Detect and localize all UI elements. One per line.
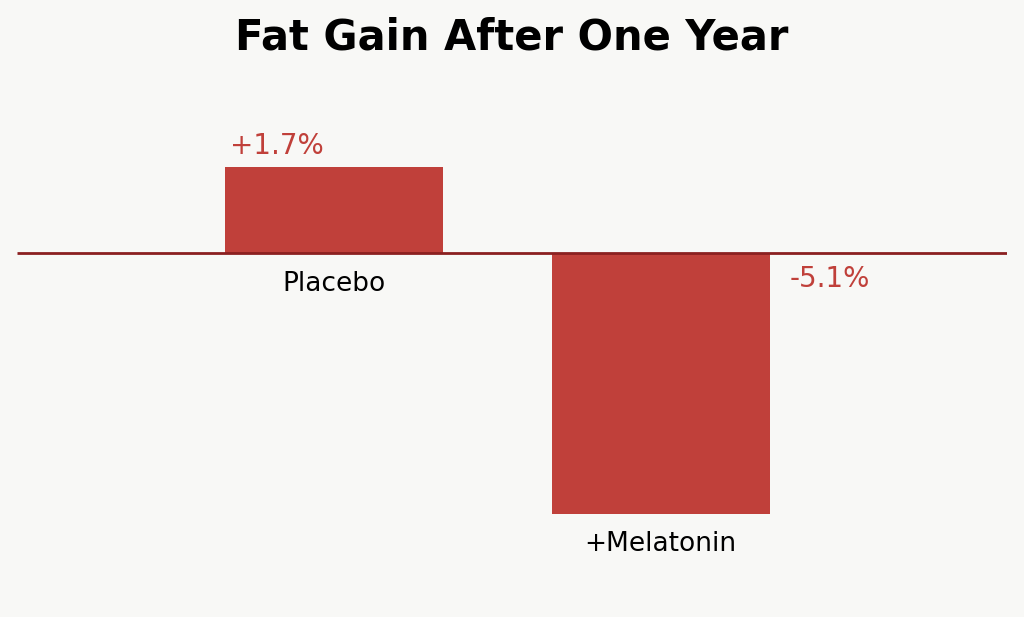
Text: +Melatonin: +Melatonin xyxy=(585,531,736,557)
Text: -5.1%: -5.1% xyxy=(790,265,869,293)
Text: Placebo: Placebo xyxy=(282,271,385,297)
Title: Fat Gain After One Year: Fat Gain After One Year xyxy=(236,17,788,59)
Text: +1.7%: +1.7% xyxy=(229,133,324,160)
